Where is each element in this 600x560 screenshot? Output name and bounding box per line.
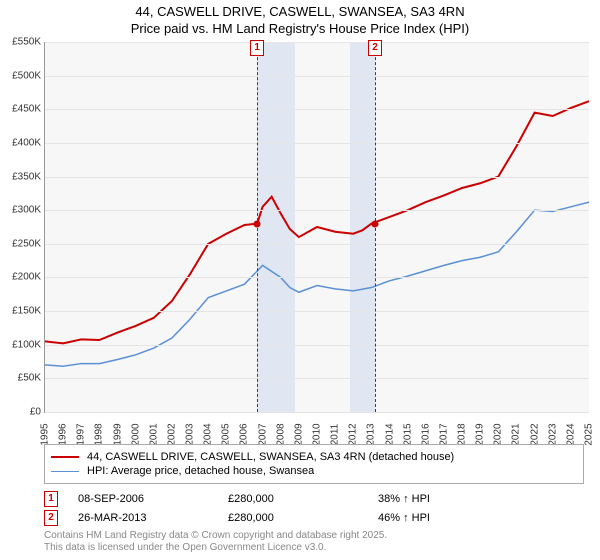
legend-row: HPI: Average price, detached house, Swan… [51,465,577,477]
ytick-label: £250K [1,238,41,249]
footer-line-2: This data is licensed under the Open Gov… [44,542,387,554]
transaction-row: 2 26-MAR-2013 £280,000 46% ↑ HPI [44,510,584,526]
legend: 44, CASWELL DRIVE, CASWELL, SWANSEA, SA3… [44,444,584,484]
ytick-label: £450K [1,104,41,115]
chart-area: £0£50K£100K£150K£200K£250K£300K£350K£400… [44,42,589,413]
footer-line-1: Contains HM Land Registry data © Crown c… [44,530,387,542]
ytick-label: £500K [1,70,41,81]
marker-label: 2 [368,40,382,56]
ytick-label: £50K [1,373,41,384]
ytick-label: £400K [1,137,41,148]
marker-label: 1 [250,40,264,56]
ytick-label: £0 [1,407,41,418]
transaction-marker: 1 [44,491,58,507]
ytick-label: £150K [1,306,41,317]
legend-label-hpi: HPI: Average price, detached house, Swan… [87,465,314,477]
title-line-2: Price paid vs. HM Land Registry's House … [0,21,600,38]
marker-dot [372,220,379,227]
transaction-delta: 38% ↑ HPI [378,493,528,505]
legend-swatch-property [51,456,79,458]
transaction-marker: 2 [44,510,58,526]
legend-row: 44, CASWELL DRIVE, CASWELL, SWANSEA, SA3… [51,451,577,463]
transaction-date: 08-SEP-2006 [78,493,228,505]
legend-label-property: 44, CASWELL DRIVE, CASWELL, SWANSEA, SA3… [87,451,454,463]
ytick-label: £100K [1,339,41,350]
transaction-date: 26-MAR-2013 [78,512,228,524]
transaction-price: £280,000 [228,512,378,524]
transactions-table: 1 08-SEP-2006 £280,000 38% ↑ HPI 2 26-MA… [44,488,584,529]
legend-swatch-hpi [51,471,79,472]
ytick-label: £550K [1,37,41,48]
ytick-label: £200K [1,272,41,283]
title-block: 44, CASWELL DRIVE, CASWELL, SWANSEA, SA3… [0,0,600,38]
ytick-label: £300K [1,205,41,216]
chart-container: 44, CASWELL DRIVE, CASWELL, SWANSEA, SA3… [0,0,600,560]
transaction-row: 1 08-SEP-2006 £280,000 38% ↑ HPI [44,491,584,507]
title-line-1: 44, CASWELL DRIVE, CASWELL, SWANSEA, SA3… [0,4,600,21]
ytick-label: £350K [1,171,41,182]
marker-dot [254,220,261,227]
transaction-price: £280,000 [228,493,378,505]
series-property [45,101,589,343]
transaction-delta: 46% ↑ HPI [378,512,528,524]
xtick-label: 2025 [584,420,595,450]
chart-svg [45,42,589,412]
footer: Contains HM Land Registry data © Crown c… [44,530,387,554]
